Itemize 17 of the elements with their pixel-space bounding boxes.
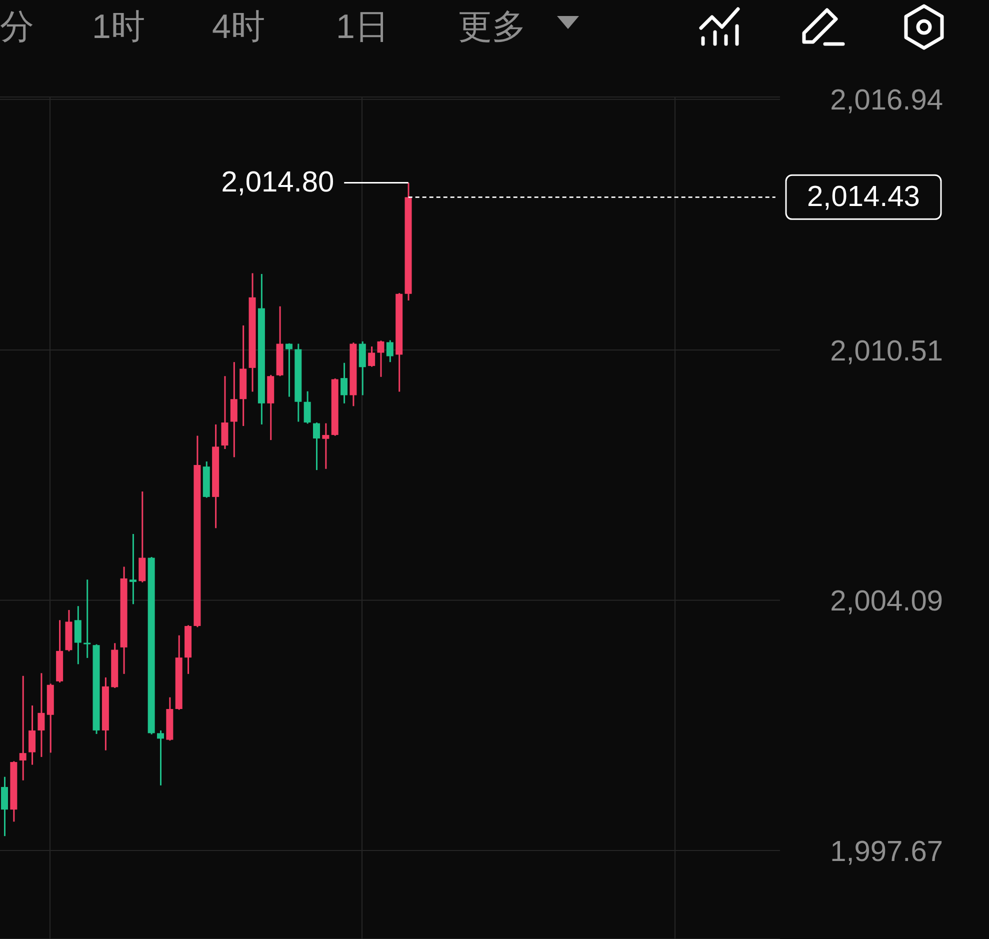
candlestick (129, 534, 136, 604)
annotation: 2,014.80 (221, 166, 334, 198)
text: 1日 (336, 7, 389, 48)
candlestick (322, 423, 330, 469)
candlestick (19, 676, 26, 780)
ref-line-label: 2,014.43 (807, 180, 920, 213)
candlestick (157, 730, 164, 786)
y-tick-label: 2,016.94 (830, 84, 943, 117)
text: 1时 (92, 7, 145, 48)
candlestick (84, 580, 91, 658)
y-tick-label: 2,004.09 (830, 586, 943, 618)
candlestick (285, 343, 292, 397)
text: 分 (0, 7, 34, 48)
text: 4时 (212, 7, 265, 48)
text: 更多 (458, 7, 526, 48)
y-tick-label: 1,997.67 (830, 836, 943, 868)
y-tick-label: 2,010.51 (830, 335, 943, 368)
